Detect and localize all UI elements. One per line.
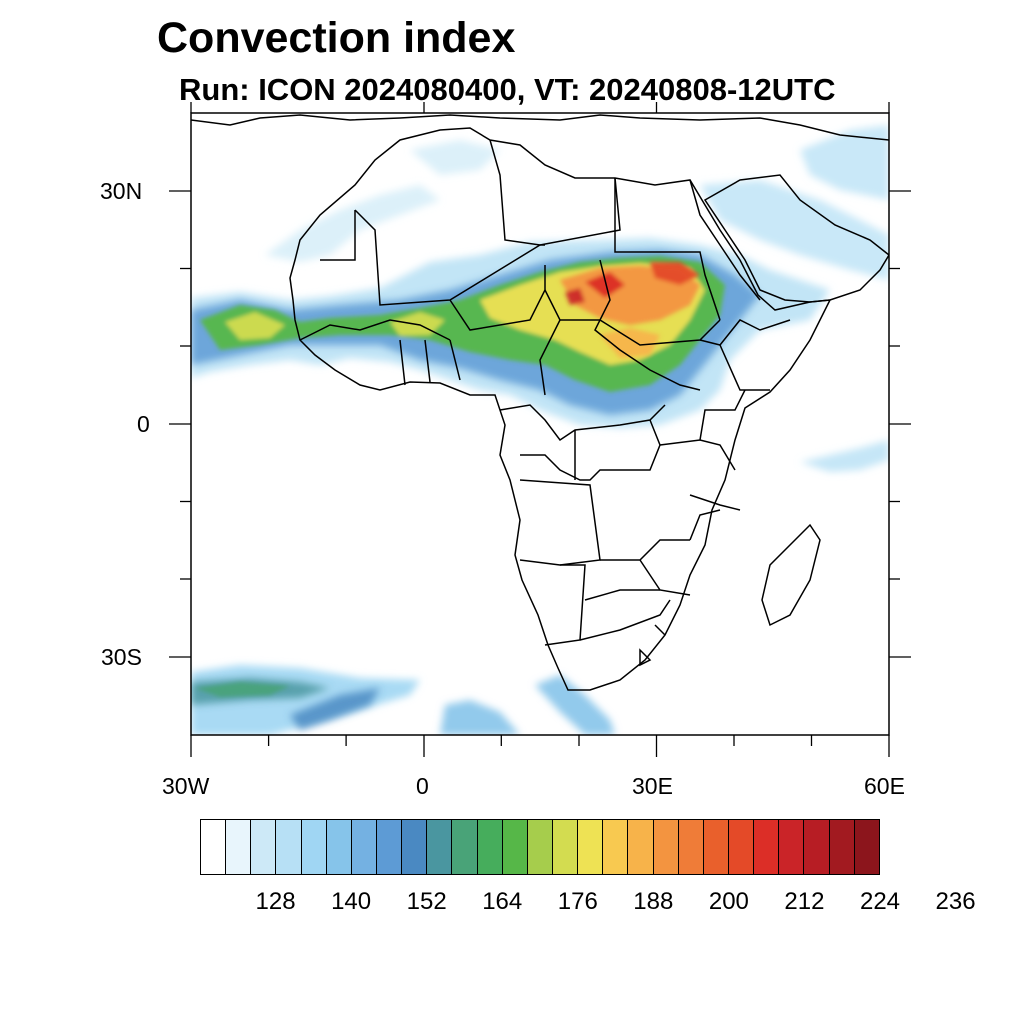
field-north: [410, 140, 500, 175]
colorbar-swatch: [552, 820, 579, 874]
border-east-2: [689, 494, 741, 541]
border-central-1: [499, 404, 666, 442]
colorbar-tick-label: 236: [935, 888, 976, 915]
colorbar-swatch: [326, 820, 352, 874]
colorbar-swatch: [603, 820, 629, 874]
colorbar-tick-label: 200: [708, 888, 749, 915]
map-subtitle: Run: ICON 2024080400, VT: 20240808-12UTC: [179, 72, 836, 107]
field-ne-corner: [800, 125, 889, 200]
border-central-3: [574, 419, 661, 480]
madagascar: [761, 523, 821, 627]
colorbar-tick-label: 212: [784, 888, 825, 915]
colorbar-tick-label: 152: [406, 888, 447, 915]
colorbar-swatch: [351, 820, 377, 874]
colorbar-swatch: [427, 820, 453, 874]
colorbar-swatch: [452, 820, 478, 874]
coastlines-and-borders: [191, 114, 889, 691]
colorbar-swatch: [728, 820, 755, 874]
y-label-30n: 30N: [100, 178, 143, 204]
map-title: Convection index: [157, 14, 516, 62]
colorbar-tick-label: 140: [331, 888, 372, 915]
border-sahel-2: [539, 289, 561, 396]
field-sa-plume: [535, 675, 615, 735]
colorbar-tick-label: 164: [482, 888, 523, 915]
field-s-plume: [440, 700, 520, 735]
x-label-30w: 30W: [162, 773, 210, 799]
colorbar-swatch: [578, 820, 604, 874]
field-sw-green: [195, 682, 290, 697]
border-westafrica-1: [299, 319, 451, 341]
colorbar-swatch: [402, 820, 428, 874]
colorbar-swatch: [276, 820, 302, 874]
x-label-0: 0: [416, 773, 429, 799]
colorbar-swatch: [703, 820, 729, 874]
field-sahara-wisps: [265, 185, 440, 262]
border-sahara-3: [489, 139, 621, 246]
y-label-0: 0: [137, 411, 150, 437]
colorbar-swatch: [754, 820, 780, 874]
field-sahel-yellow: [225, 312, 285, 340]
red-sea-coast: [689, 179, 761, 301]
arabian-peninsula: [703, 174, 889, 303]
field-sw-mid2: [290, 688, 380, 730]
field-core-orange2: [600, 328, 660, 358]
colorbar-swatch: [477, 820, 503, 874]
colorbar-swatch: [502, 820, 528, 874]
colorbar: [200, 819, 880, 875]
border-westafrica-2: [399, 339, 461, 386]
field-core-red2: [650, 262, 700, 285]
colorbar-swatch: [804, 820, 830, 874]
colorbar-swatch: [527, 820, 553, 874]
colorbar-swatch: [251, 820, 277, 874]
field-arabia: [700, 180, 889, 280]
colorbar-swatch: [376, 820, 403, 874]
border-horn-1: [699, 319, 791, 346]
border-horn-2: [719, 344, 770, 391]
border-sahel-4: [560, 319, 721, 346]
colorbar-swatch: [779, 820, 805, 874]
colorbar-swatch: [301, 820, 327, 874]
y-label-30s: 30S: [101, 644, 142, 670]
colorbar-swatch: [226, 820, 252, 874]
x-label-60e: 60E: [864, 773, 905, 799]
colorbar-tick-label: 176: [557, 888, 598, 915]
mediterranean-north: [191, 114, 889, 141]
field-core-red: [585, 272, 625, 298]
colorbar-swatch: [201, 820, 227, 874]
border-central-2: [520, 454, 640, 481]
border-sahara-4: [614, 178, 721, 321]
colorbar-swatch: [678, 820, 704, 874]
colorbar-swatch: [653, 820, 679, 874]
tick-marks: [169, 102, 911, 757]
colorbar-swatch: [628, 820, 654, 874]
border-sahel-1: [449, 265, 546, 331]
field-indian-ocean: [800, 440, 889, 472]
x-label-30e: 30E: [632, 773, 673, 799]
border-sahara-2: [320, 210, 356, 261]
colorbar-swatch: [829, 820, 855, 874]
border-southern-3: [544, 564, 660, 646]
colorbar-tick-label: 128: [255, 888, 296, 915]
colorbar-tick-label: 224: [859, 888, 901, 915]
field-core-red3: [565, 288, 585, 305]
africa-coastline: [289, 127, 832, 691]
border-southern-4: [579, 599, 671, 667]
colorbar-tick-label: 188: [633, 888, 674, 915]
border-east-1: [659, 389, 746, 471]
colorbar-swatch: [854, 820, 879, 874]
border-sahel-3: [594, 259, 701, 391]
